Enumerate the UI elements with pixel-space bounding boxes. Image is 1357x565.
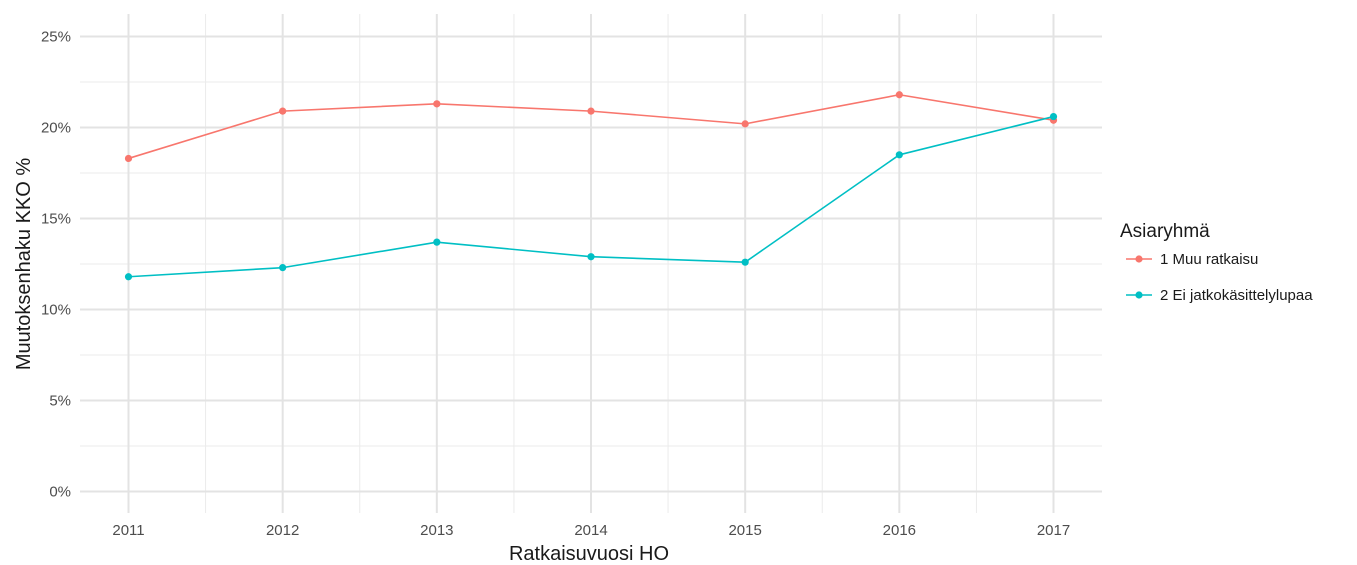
legend-label: 2 Ei jatkokäsittelylupaa [1160, 287, 1313, 304]
data-point-2 [124, 273, 133, 281]
data-point-1 [279, 107, 287, 115]
x-axis-tick-labels: 2011 2012 2013 2014 2015 2016 2017 [112, 522, 1070, 539]
y-tick-label: 5% [49, 393, 71, 410]
data-point-1 [895, 91, 903, 99]
data-point-2 [1049, 112, 1058, 121]
legend-items: 1 Muu ratkaisu 2 Ei jatkokäsittelylupaa [1126, 251, 1313, 304]
x-axis-title: Ratkaisuvuosi HO [509, 543, 669, 565]
y-tick-label: 15% [41, 211, 71, 228]
data-point-2 [741, 258, 749, 266]
data-point-1 [433, 100, 441, 108]
x-tick-label: 2011 [112, 522, 144, 539]
y-tick-label: 0% [49, 484, 71, 501]
y-tick-label: 10% [41, 302, 71, 319]
y-tick-label: 20% [41, 120, 71, 137]
x-tick-label: 2014 [574, 522, 607, 539]
legend-title: Asiaryhmä [1120, 221, 1210, 242]
legend-key-point [1135, 291, 1143, 299]
y-tick-label: 25% [41, 29, 71, 46]
legend-label: 1 Muu ratkaisu [1160, 251, 1258, 268]
data-point-2 [587, 253, 595, 261]
data-point-1 [124, 154, 133, 163]
x-tick-label: 2017 [1037, 522, 1070, 539]
y-axis-tick-labels: 0% 5% 10% 15% 20% 25% [41, 29, 71, 501]
legend-key-point [1135, 255, 1143, 263]
data-point-2 [279, 264, 287, 272]
x-tick-label: 2015 [728, 522, 761, 539]
legend: Asiaryhmä 1 Muu ratkaisu 2 Ei jatkokäsitt… [1120, 221, 1313, 304]
y-axis-title: Muutoksenhaku KKO % [13, 158, 35, 371]
data-point-2 [433, 238, 441, 246]
data-point-1 [741, 120, 749, 128]
data-point-1 [587, 107, 595, 115]
x-tick-label: 2016 [883, 522, 916, 539]
data-point-2 [895, 151, 903, 159]
series-points [124, 91, 1058, 281]
x-tick-label: 2012 [266, 522, 299, 539]
major-gridlines [80, 14, 1102, 513]
x-tick-label: 2013 [420, 522, 453, 539]
